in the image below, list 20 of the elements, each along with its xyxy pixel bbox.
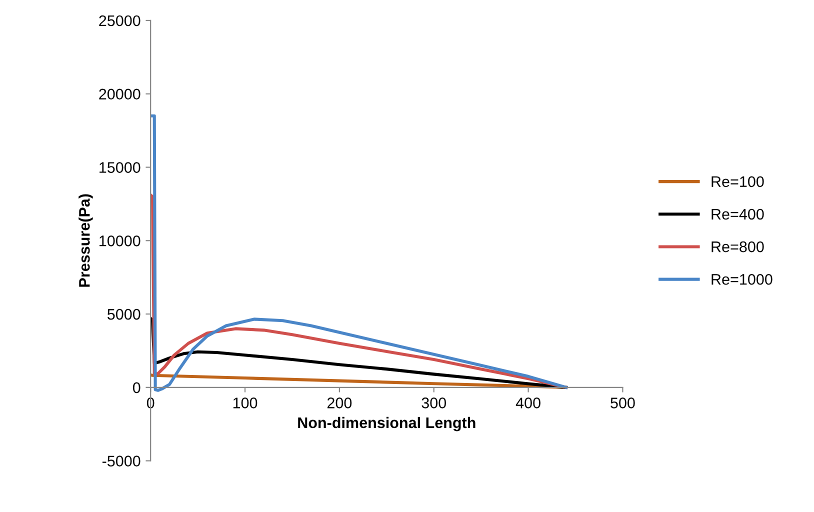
- x-tick-label: 0: [146, 398, 154, 408]
- y-tick-label: 15000: [100, 162, 140, 173]
- y-tick-label: 5000: [107, 308, 140, 320]
- x-axis-title: Non-dimensional Length: [298, 416, 476, 432]
- x-tick-label: 300: [422, 398, 446, 408]
- y-tick-label: 0: [132, 382, 140, 394]
- x-tick-label: 200: [327, 398, 352, 408]
- legend-label: Re=400: [712, 208, 764, 220]
- line-series: [150, 114, 568, 392]
- x-tick-label: 100: [233, 398, 258, 408]
- y-axis-title: Pressure(Pa): [78, 194, 93, 287]
- y-tick-label: 25000: [99, 15, 140, 26]
- legend-label: Re=800: [712, 241, 764, 252]
- x-tick-label: 500: [610, 398, 635, 408]
- y-tick-label: 10000: [100, 236, 140, 246]
- x-tick-label: 400: [516, 398, 540, 408]
- y-tick-label: -5000: [102, 456, 140, 466]
- legend-label: Re=100: [712, 176, 764, 188]
- legend-label: Re=1000: [712, 274, 772, 285]
- y-tick-label: 20000: [99, 88, 140, 100]
